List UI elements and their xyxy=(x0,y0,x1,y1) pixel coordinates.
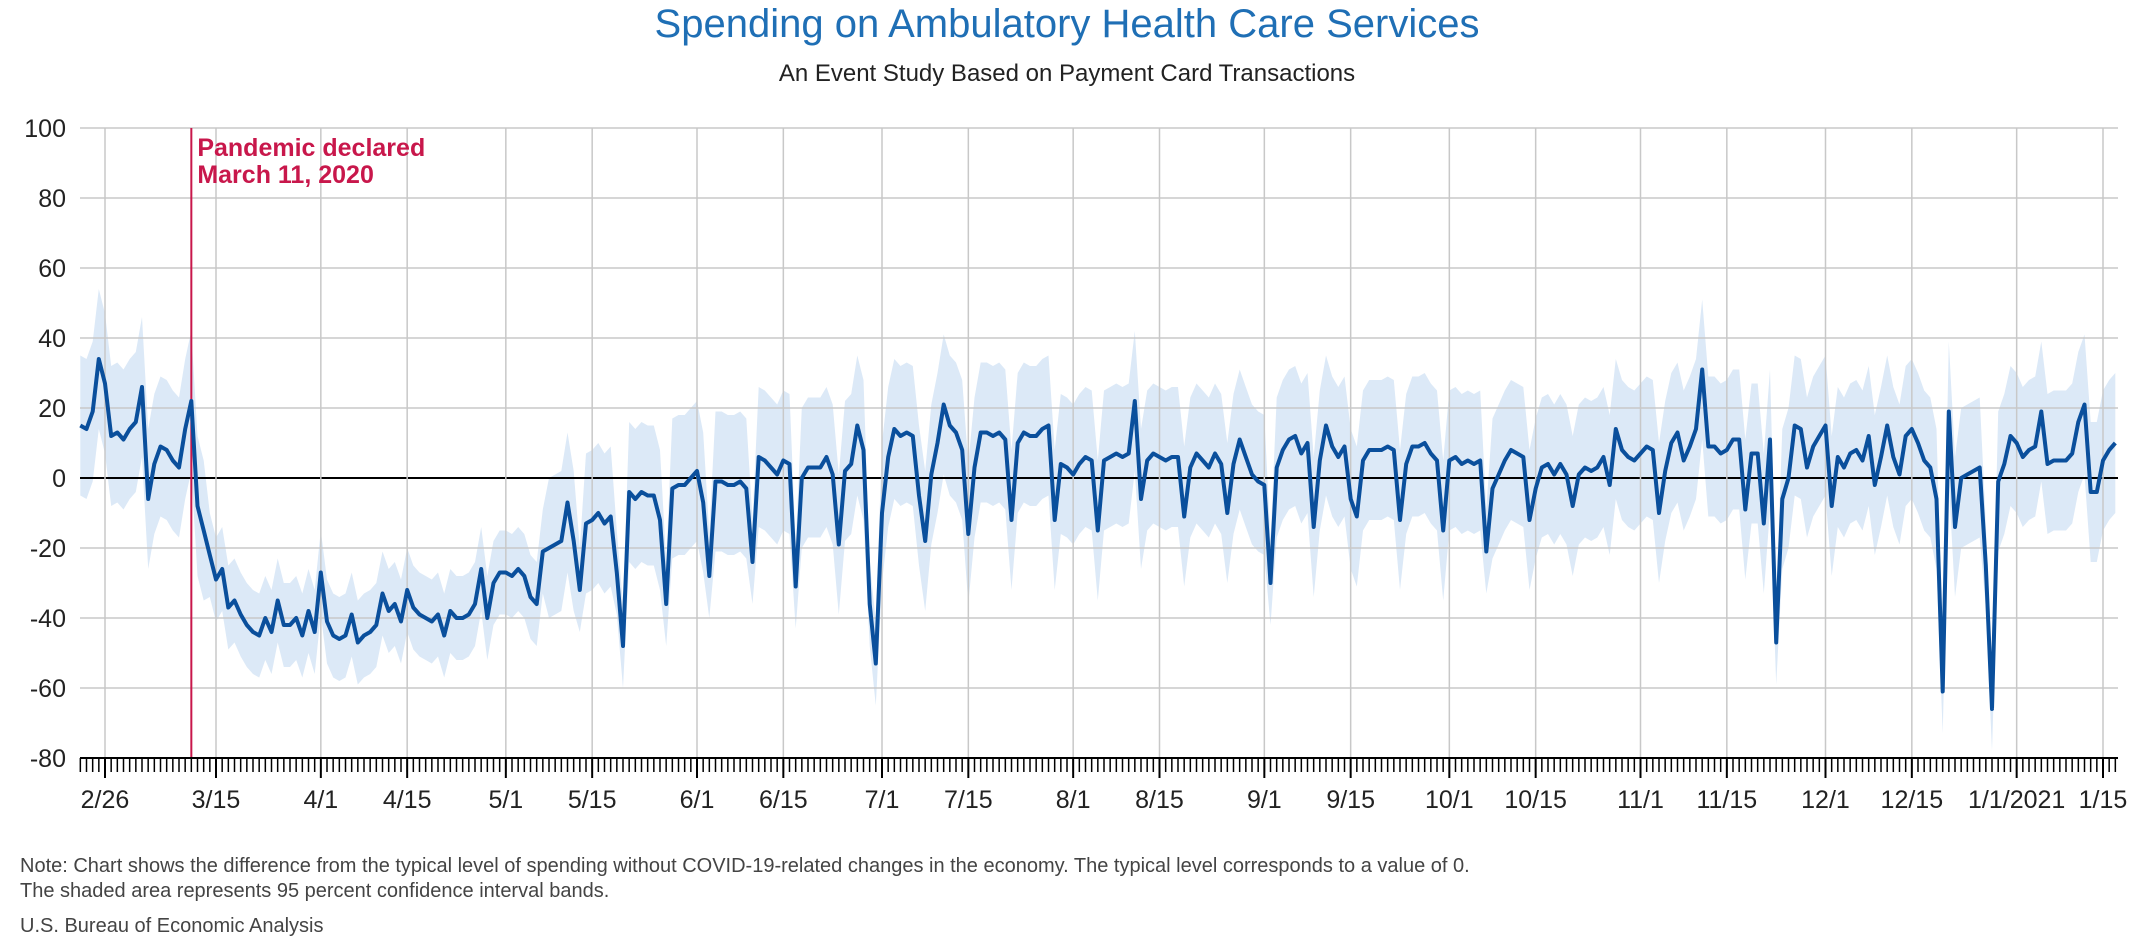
x-tick-label: 9/1 xyxy=(1247,786,1282,814)
x-tick-label: 4/15 xyxy=(383,786,432,814)
x-tick-label: 10/1 xyxy=(1425,786,1474,814)
y-tick-label: 60 xyxy=(38,255,66,283)
y-tick-label: 100 xyxy=(24,115,66,143)
x-tick-label: 7/1 xyxy=(865,786,900,814)
x-tick-label: 8/15 xyxy=(1135,786,1184,814)
x-tick-label: 6/1 xyxy=(680,786,715,814)
y-tick-label: 80 xyxy=(38,185,66,213)
annotation-layer: Pandemic declared March 11, 2020 xyxy=(190,128,425,758)
x-tick-label: 1/1/2021 xyxy=(1968,786,2065,814)
x-tick-label: 10/15 xyxy=(1504,786,1567,814)
x-tick-label: 3/15 xyxy=(192,786,241,814)
x-tick-label: 2/26 xyxy=(81,786,130,814)
series-line xyxy=(79,357,2117,711)
chart-note-line1: Note: Chart shows the difference from th… xyxy=(20,855,1470,877)
axis-layer: -80 -60 -40 -20 0 20 40 60 80 100 2/26 3/15 4/1 4/15 5… xyxy=(24,115,2127,814)
x-tick-label: 12/1 xyxy=(1801,786,1850,814)
y-tick-label: -20 xyxy=(30,535,66,563)
y-tick-label: 20 xyxy=(38,395,66,423)
chart-note-line2: The shaded area represents 95 percent co… xyxy=(20,880,610,902)
x-tick-label: 7/15 xyxy=(944,786,993,814)
chart-title: Spending on Ambulatory Health Care Servi… xyxy=(654,2,1480,46)
y-tick-label: 0 xyxy=(52,465,66,493)
x-tick-label: 6/15 xyxy=(759,786,808,814)
x-tick-label: 11/1 xyxy=(1617,786,1664,814)
source-label: U.S. Bureau of Economic Analysis xyxy=(20,915,324,937)
chart-subtitle: An Event Study Based on Payment Card Tra… xyxy=(778,60,1356,87)
x-tick-label: 12/15 xyxy=(1881,786,1944,814)
x-tick-label: 9/15 xyxy=(1326,786,1375,814)
y-tick-label: -40 xyxy=(30,605,66,633)
annotation-label-line1: Pandemic declared xyxy=(197,134,425,162)
x-tick-label: 5/1 xyxy=(488,786,523,814)
y-tick-label: 40 xyxy=(38,325,66,353)
series-line-layer xyxy=(79,357,2117,711)
annotation-label-line2: March 11, 2020 xyxy=(197,161,374,189)
x-tick-label: 4/1 xyxy=(303,786,338,814)
x-tick-label: 5/15 xyxy=(568,786,617,814)
grid-layer xyxy=(80,127,2118,759)
y-tick-label: -80 xyxy=(30,745,66,773)
x-tick-label: 8/1 xyxy=(1056,786,1091,814)
x-tick-label: 11/15 xyxy=(1696,786,1757,814)
x-tick-label: 1/15 xyxy=(2079,786,2128,814)
y-tick-label: -60 xyxy=(30,675,66,703)
